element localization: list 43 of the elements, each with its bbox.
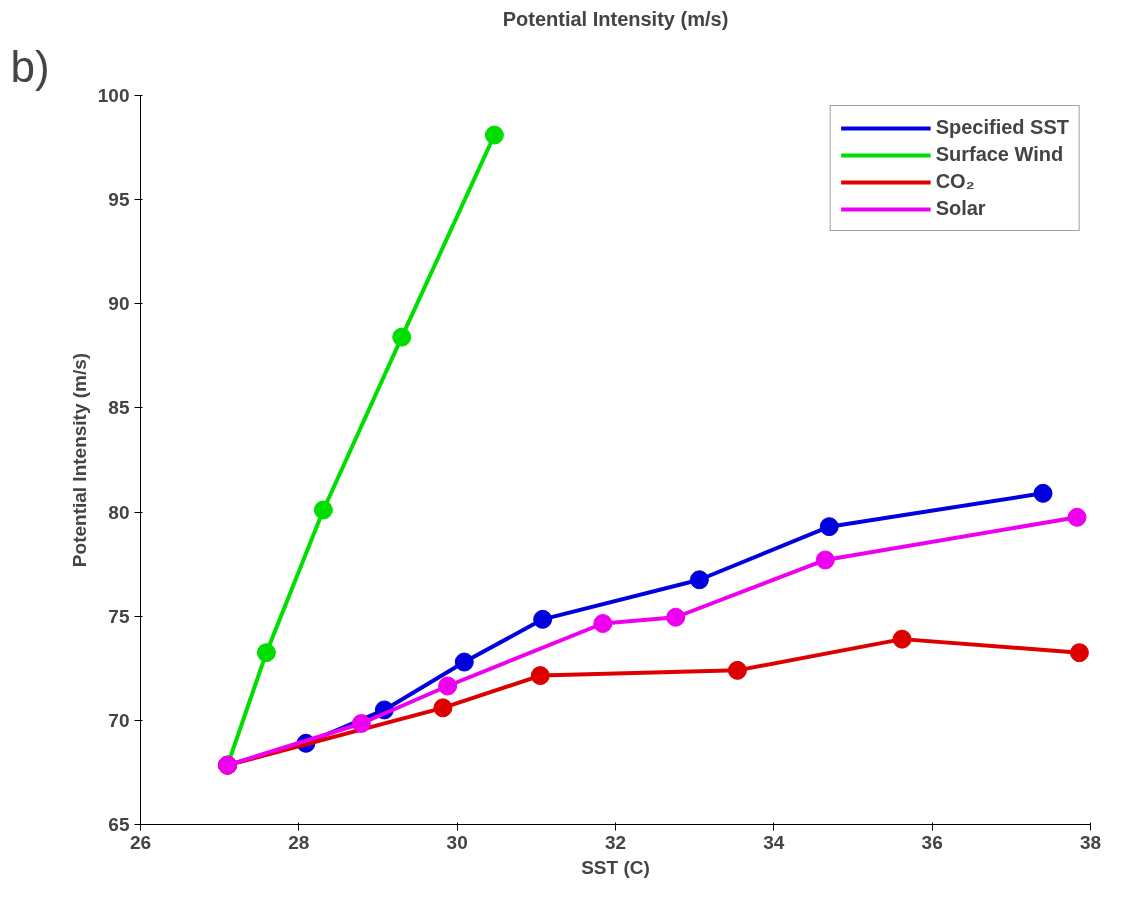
y-tick-label: 70 — [108, 709, 130, 731]
y-tick-label: 65 — [108, 814, 130, 835]
point — [815, 550, 835, 570]
point — [313, 500, 333, 520]
point — [256, 643, 276, 663]
legend-label: Specified SST — [935, 116, 1069, 139]
x-tick-label: 34 — [763, 831, 785, 853]
x-tick-label: 26 — [129, 831, 152, 853]
x-axis-title: SST (C) — [581, 856, 650, 878]
x-tick-label: 28 — [288, 831, 310, 853]
point — [1069, 643, 1089, 663]
x-tick-label: 36 — [921, 831, 943, 853]
x-tick-label: 32 — [604, 831, 627, 853]
text: b) — [10, 41, 50, 91]
point — [533, 609, 553, 629]
y-tick-label: 80 — [108, 501, 130, 523]
legend-label: Surface Wind — [935, 143, 1064, 166]
point — [892, 629, 912, 649]
point — [1033, 483, 1053, 503]
point — [727, 660, 747, 680]
point — [484, 125, 504, 145]
point — [530, 666, 550, 686]
point — [666, 607, 686, 627]
chart-title: Potential Intensity (m/s) — [502, 7, 729, 30]
point — [593, 614, 613, 633]
y-tick-label: 85 — [108, 397, 130, 419]
point — [392, 327, 412, 347]
x-tick-label: 30 — [446, 831, 468, 853]
y-axis-title: Potential Intensity (m/s) — [68, 352, 90, 568]
point — [689, 570, 709, 590]
point — [438, 676, 458, 696]
y-tick-label: 90 — [108, 293, 130, 315]
y-tick-label: 95 — [108, 189, 130, 211]
point — [454, 652, 474, 672]
point — [351, 714, 371, 733]
y-tick-label: 100 — [97, 85, 130, 106]
point — [819, 517, 839, 537]
x-tick-label: 38 — [1079, 831, 1102, 853]
point — [433, 698, 453, 718]
y-tick-label: 75 — [108, 605, 130, 627]
point — [1067, 507, 1087, 527]
legend-label: Solar — [935, 197, 986, 220]
legend-label: CO₂ — [935, 170, 975, 193]
